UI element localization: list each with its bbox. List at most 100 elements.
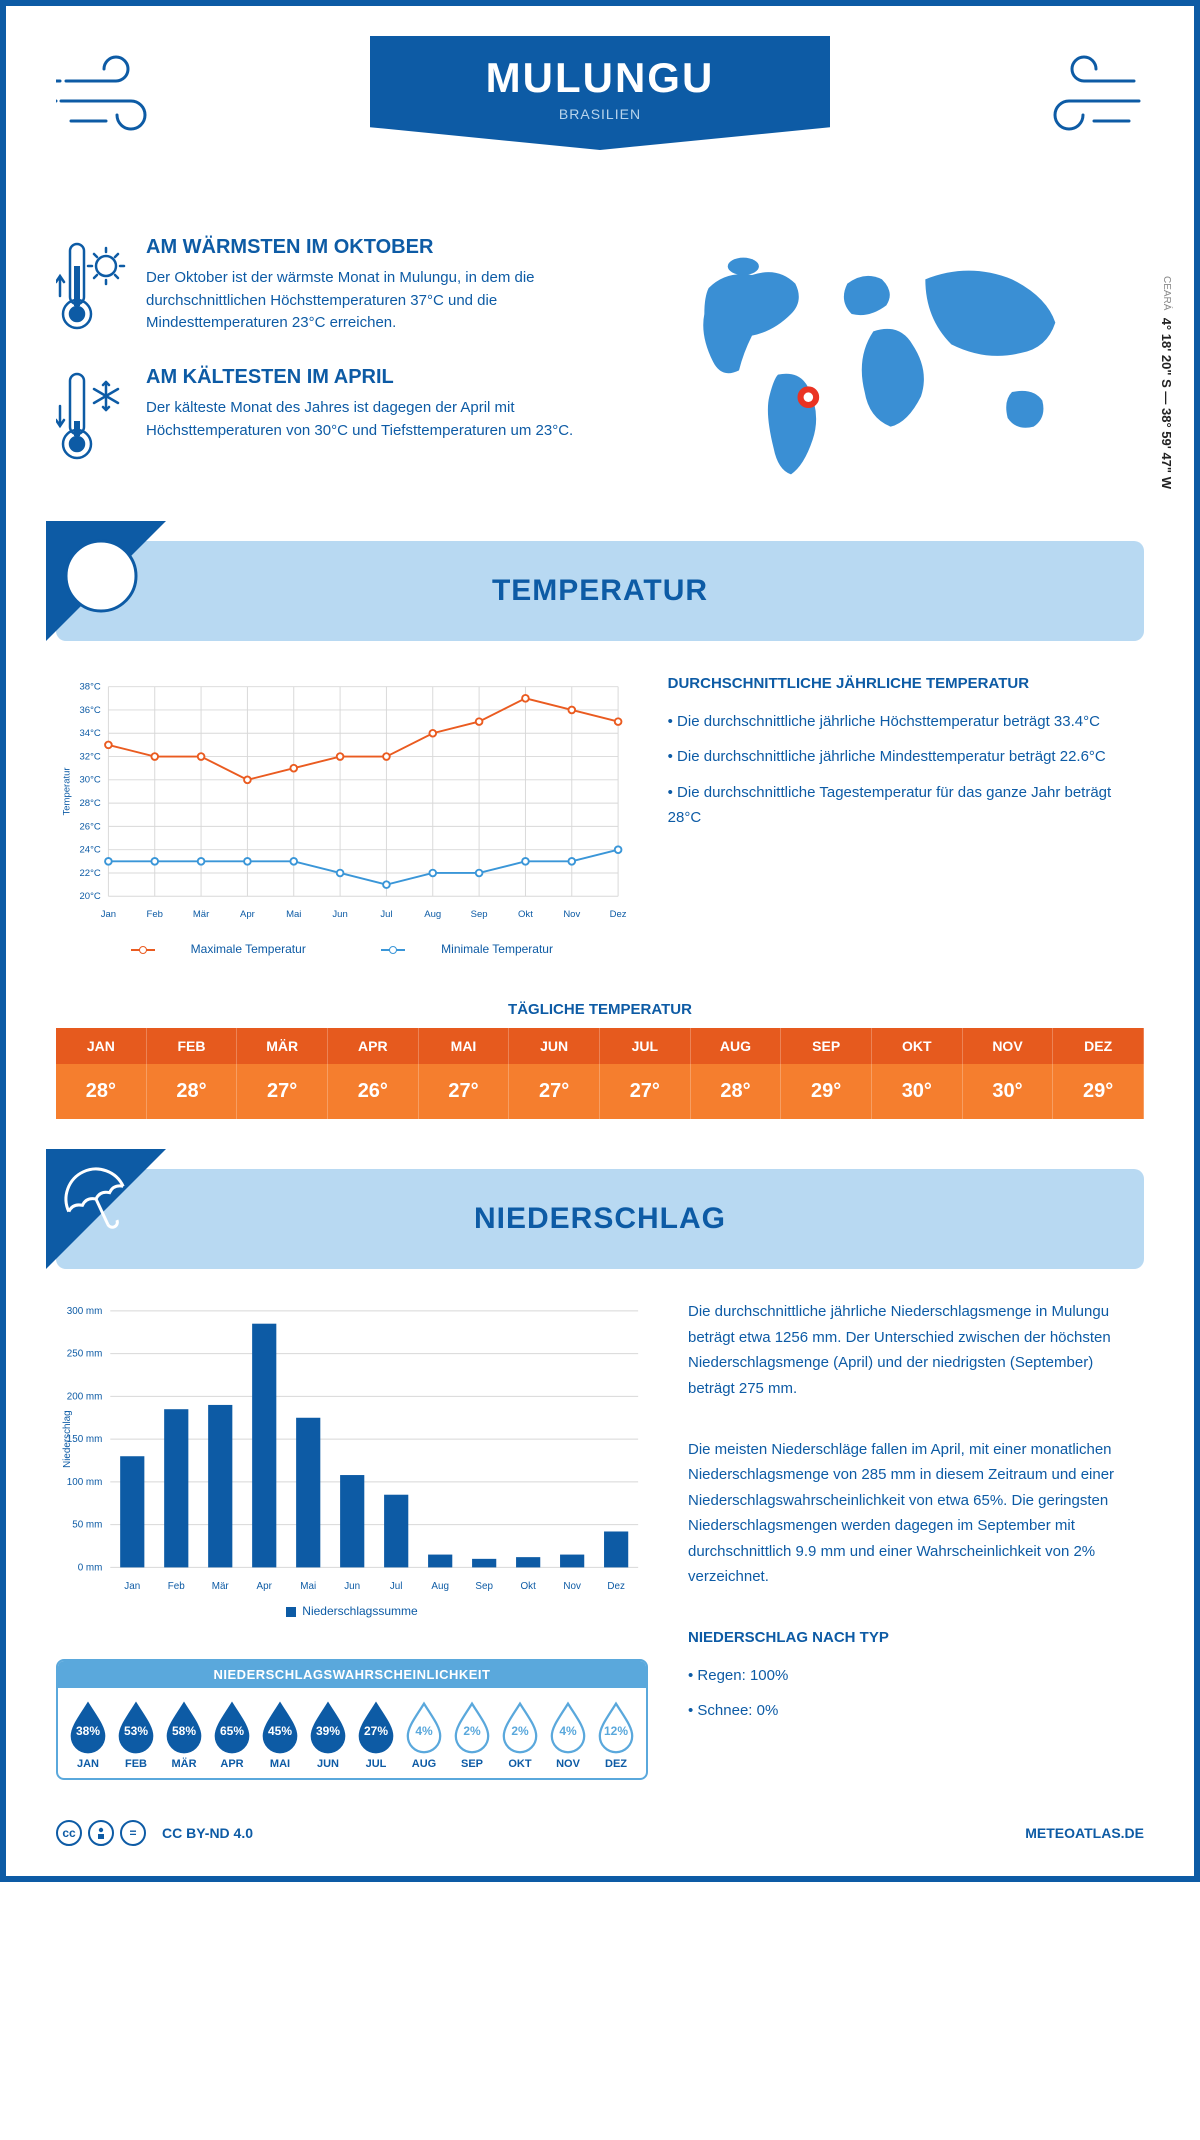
svg-text:250 mm: 250 mm: [67, 1349, 103, 1360]
daily-temp-value: 30°: [872, 1064, 963, 1119]
daily-temp-value: 30°: [963, 1064, 1054, 1119]
header: MULUNGU BRASILIEN: [56, 36, 1144, 216]
daily-temp-value: 27°: [237, 1064, 328, 1119]
daily-temp-value: 29°: [1053, 1064, 1144, 1119]
precipitation-title: NIEDERSCHLAG: [474, 1202, 726, 1236]
cc-icon: cc: [56, 1820, 82, 1846]
svg-text:32°C: 32°C: [80, 751, 101, 762]
probability-cell: 2% SEP: [450, 1700, 494, 1770]
svg-text:Dez: Dez: [610, 909, 627, 920]
thermometer-snow-icon: [56, 366, 126, 466]
svg-text:Feb: Feb: [168, 1581, 186, 1592]
nd-icon: =: [120, 1820, 146, 1846]
svg-text:30°C: 30°C: [80, 775, 101, 786]
precipitation-banner: NIEDERSCHLAG: [56, 1169, 1144, 1269]
svg-text:Aug: Aug: [424, 909, 441, 920]
daily-temp-value: 27°: [600, 1064, 691, 1119]
probability-cell: 45% MAI: [258, 1700, 302, 1770]
wind-icon: [56, 46, 176, 146]
daily-temp-value: 26°: [328, 1064, 419, 1119]
svg-text:100 mm: 100 mm: [67, 1477, 103, 1488]
umbrella-icon: [46, 1149, 166, 1269]
daily-temp-title: TÄGLICHE TEMPERATUR: [56, 1001, 1144, 1018]
daily-temp-value: 27°: [419, 1064, 510, 1119]
title-banner: MULUNGU BRASILIEN: [370, 36, 830, 150]
svg-text:Mär: Mär: [193, 909, 210, 920]
probability-cell: 53% FEB: [114, 1700, 158, 1770]
page-title: MULUNGU: [370, 54, 830, 102]
warmest-title: AM WÄRMSTEN IM OKTOBER: [146, 236, 580, 259]
page-subtitle: BRASILIEN: [370, 106, 830, 122]
svg-text:36°C: 36°C: [80, 705, 101, 716]
world-map: [620, 236, 1144, 496]
svg-text:Jul: Jul: [390, 1581, 403, 1592]
svg-text:Okt: Okt: [518, 909, 533, 920]
precipitation-summary: Die durchschnittliche jährliche Niedersc…: [688, 1299, 1144, 1780]
svg-text:Sep: Sep: [471, 909, 488, 920]
svg-text:Feb: Feb: [147, 909, 163, 920]
svg-text:Nov: Nov: [563, 1581, 581, 1592]
coldest-title: AM KÄLTESTEN IM APRIL: [146, 366, 580, 389]
svg-text:Okt: Okt: [520, 1581, 536, 1592]
probability-cell: 4% NOV: [546, 1700, 590, 1770]
probability-cell: 65% APR: [210, 1700, 254, 1770]
daily-temp-value: 28°: [56, 1064, 147, 1119]
temperature-summary: DURCHSCHNITTLICHE JÄHRLICHE TEMPERATUR •…: [668, 671, 1144, 971]
svg-text:Temperatur: Temperatur: [61, 767, 72, 816]
wind-icon: [1024, 46, 1144, 146]
daily-month-header: AUG: [691, 1028, 782, 1064]
svg-text:Jan: Jan: [124, 1581, 140, 1592]
warmest-fact: AM WÄRMSTEN IM OKTOBER Der Oktober ist d…: [56, 236, 580, 336]
probability-box: NIEDERSCHLAGSWAHRSCHEINLICHKEIT 38% JAN …: [56, 1659, 648, 1780]
probability-cell: 4% AUG: [402, 1700, 446, 1770]
daily-month-header: NOV: [963, 1028, 1054, 1064]
daily-month-header: MÄR: [237, 1028, 328, 1064]
coldest-text: Der kälteste Monat des Jahres ist dagege…: [146, 397, 580, 442]
svg-text:Jun: Jun: [332, 909, 347, 920]
footer: cc = CC BY-ND 4.0 METEOATLAS.DE: [56, 1820, 1144, 1846]
svg-text:26°C: 26°C: [80, 821, 101, 832]
daily-month-header: DEZ: [1053, 1028, 1144, 1064]
daily-temp-value: 28°: [147, 1064, 238, 1119]
svg-text:Apr: Apr: [240, 909, 256, 920]
svg-text:200 mm: 200 mm: [67, 1391, 103, 1402]
probability-cell: 27% JUL: [354, 1700, 398, 1770]
temp-chart-legend: Maximale Temperatur Minimale Temperatur: [56, 942, 628, 956]
svg-text:Jun: Jun: [344, 1581, 360, 1592]
daily-month-header: MAI: [419, 1028, 510, 1064]
daily-temp-value: 29°: [781, 1064, 872, 1119]
svg-text:Jan: Jan: [101, 909, 116, 920]
daily-month-header: OKT: [872, 1028, 963, 1064]
probability-cell: 39% JUN: [306, 1700, 350, 1770]
thermometer-sun-icon: [56, 236, 126, 336]
svg-text:50 mm: 50 mm: [72, 1520, 102, 1531]
daily-month-header: JUL: [600, 1028, 691, 1064]
daily-temp-value: 28°: [691, 1064, 782, 1119]
precip-chart-legend: Niederschlagssumme: [56, 1604, 648, 1618]
svg-text:Sep: Sep: [475, 1581, 493, 1592]
probability-cell: 12% DEZ: [594, 1700, 638, 1770]
probability-cell: 38% JAN: [66, 1700, 110, 1770]
daily-month-header: JAN: [56, 1028, 147, 1064]
svg-text:Dez: Dez: [607, 1581, 625, 1592]
svg-text:24°C: 24°C: [80, 845, 101, 856]
svg-text:Aug: Aug: [431, 1581, 449, 1592]
daily-month-header: SEP: [781, 1028, 872, 1064]
temperature-line-chart: 20°C22°C24°C26°C28°C30°C32°C34°C36°C38°C…: [56, 671, 628, 971]
svg-text:300 mm: 300 mm: [67, 1306, 103, 1317]
svg-text:28°C: 28°C: [80, 798, 101, 809]
daily-month-header: FEB: [147, 1028, 238, 1064]
precipitation-bar-chart: 0 mm50 mm100 mm150 mm200 mm250 mm300 mmJ…: [56, 1299, 648, 1639]
svg-text:Niederschlag: Niederschlag: [62, 1410, 73, 1468]
svg-text:Mai: Mai: [286, 909, 301, 920]
coldest-fact: AM KÄLTESTEN IM APRIL Der kälteste Monat…: [56, 366, 580, 466]
daily-temp-value: 27°: [509, 1064, 600, 1119]
license-text: CC BY-ND 4.0: [162, 1825, 253, 1841]
svg-text:Jul: Jul: [380, 909, 392, 920]
svg-text:38°C: 38°C: [80, 682, 101, 693]
daily-month-header: APR: [328, 1028, 419, 1064]
probability-cell: 58% MÄR: [162, 1700, 206, 1770]
daily-temp-table: JANFEBMÄRAPRMAIJUNJULAUGSEPOKTNOVDEZ28°2…: [56, 1028, 1144, 1119]
svg-text:Mai: Mai: [300, 1581, 316, 1592]
temperature-title: TEMPERATUR: [492, 574, 708, 608]
